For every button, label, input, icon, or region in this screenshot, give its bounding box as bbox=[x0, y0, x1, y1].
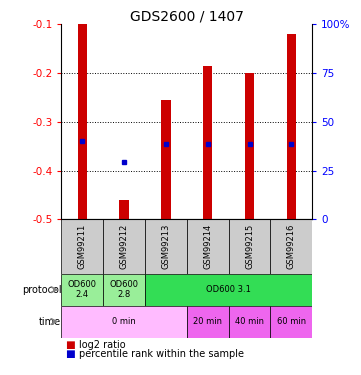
Text: ■: ■ bbox=[65, 350, 75, 359]
Bar bbox=[187, 219, 229, 274]
Text: GSM99212: GSM99212 bbox=[119, 224, 129, 269]
Bar bbox=[270, 219, 312, 274]
Text: 40 min: 40 min bbox=[235, 317, 264, 326]
Bar bbox=[229, 219, 270, 274]
Bar bbox=[145, 274, 312, 306]
Bar bbox=[103, 274, 145, 306]
Bar bbox=[203, 66, 212, 219]
Bar bbox=[161, 100, 170, 219]
Bar bbox=[270, 306, 312, 338]
Text: percentile rank within the sample: percentile rank within the sample bbox=[79, 350, 244, 359]
Text: log2 ratio: log2 ratio bbox=[79, 340, 126, 350]
Text: 60 min: 60 min bbox=[277, 317, 306, 326]
Bar bbox=[103, 219, 145, 274]
Text: OD600
2.4: OD600 2.4 bbox=[68, 280, 97, 299]
Title: GDS2600 / 1407: GDS2600 / 1407 bbox=[130, 9, 244, 23]
Bar bbox=[119, 200, 129, 219]
Bar bbox=[229, 306, 270, 338]
Text: OD600 3.1: OD600 3.1 bbox=[206, 285, 251, 294]
Bar bbox=[187, 306, 229, 338]
Text: 20 min: 20 min bbox=[193, 317, 222, 326]
Bar bbox=[61, 274, 103, 306]
Text: protocol: protocol bbox=[22, 285, 61, 295]
Text: ■: ■ bbox=[65, 340, 75, 350]
Bar bbox=[61, 306, 187, 338]
Text: GSM99211: GSM99211 bbox=[78, 224, 87, 269]
Text: GSM99213: GSM99213 bbox=[161, 224, 170, 269]
Text: time: time bbox=[39, 316, 61, 327]
Bar bbox=[287, 34, 296, 219]
Text: 0 min: 0 min bbox=[112, 317, 136, 326]
Bar bbox=[78, 24, 87, 219]
Text: GSM99214: GSM99214 bbox=[203, 224, 212, 269]
Bar bbox=[145, 219, 187, 274]
Bar bbox=[245, 73, 254, 219]
Bar bbox=[61, 219, 103, 274]
Text: GSM99216: GSM99216 bbox=[287, 224, 296, 269]
Text: GSM99215: GSM99215 bbox=[245, 224, 254, 269]
Text: OD600
2.8: OD600 2.8 bbox=[110, 280, 139, 299]
